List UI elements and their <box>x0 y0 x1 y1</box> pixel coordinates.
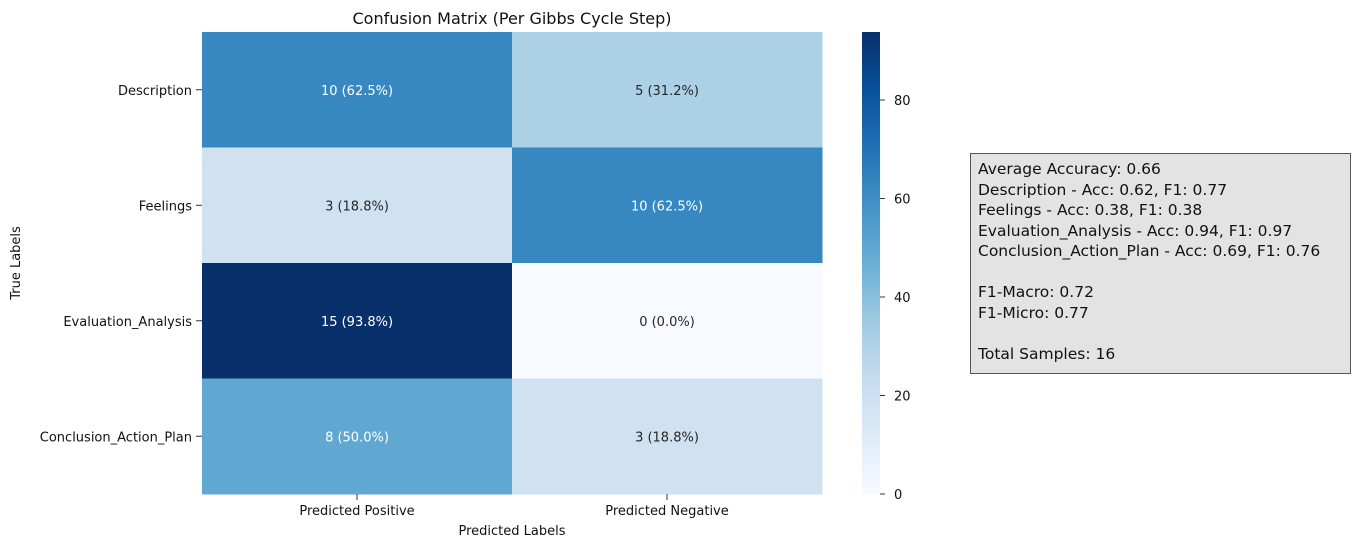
y-tick-label: Description <box>118 84 192 99</box>
colorbar-tick-label: 80 <box>894 94 911 109</box>
spacer <box>978 262 1343 283</box>
heatmap-cell <box>202 263 513 379</box>
cell-annotation: 15 (93.8%) <box>321 315 393 330</box>
heatmap-cell <box>202 147 513 264</box>
spacer <box>978 323 1343 344</box>
heatmap-cell <box>202 378 513 495</box>
total-samples: Total Samples: 16 <box>978 344 1116 363</box>
heatmap-cell <box>512 263 823 379</box>
heatmap-cell <box>512 147 823 264</box>
heatmap-cell <box>202 32 513 148</box>
y-tick-label: Conclusion_Action_Plan <box>40 430 192 445</box>
f1-macro: F1-Macro: 0.72 <box>978 283 1094 301</box>
average-accuracy: Average Accuracy: 0.66 <box>978 160 1161 178</box>
cell-annotation: 0 (0.0%) <box>639 315 695 330</box>
cell-annotation: 5 (31.2%) <box>635 84 699 99</box>
chart-title: Confusion Matrix (Per Gibbs Cycle Step) <box>352 9 671 28</box>
y-tick-labels: Description Feelings Evaluation_Analysis Co… <box>40 84 202 445</box>
colorbar-ticks: 0 20 40 60 80 <box>880 94 911 503</box>
colorbar <box>862 32 880 494</box>
cell-annotation: 3 (18.8%) <box>325 199 389 214</box>
x-tick-label: Predicted Positive <box>299 504 414 519</box>
colorbar-tick-label: 60 <box>894 192 911 207</box>
heatmap-cells: 10 (62.5%) 5 (31.2%) 3 (18.8%) 10 (62.5%) 15… <box>202 32 823 495</box>
class-metric-line: Conclusion_Action_Plan - Acc: 0.69, F1: … <box>978 242 1321 260</box>
colorbar-tick-label: 0 <box>894 488 902 503</box>
class-metric-line: Evaluation_Analysis - Acc: 0.94, F1: 0.9… <box>978 221 1293 240</box>
colorbar-tick-label: 20 <box>894 389 911 404</box>
metrics-summary-box: Average Accuracy: 0.66 Description - Acc… <box>970 153 1351 374</box>
heatmap-cell <box>512 378 823 495</box>
y-axis-label: True Labels <box>9 226 24 301</box>
y-tick-label: Feelings <box>139 199 192 214</box>
cell-annotation: 3 (18.8%) <box>635 430 699 445</box>
cell-annotation: 10 (62.5%) <box>631 199 703 214</box>
class-metric-line: Feelings - Acc: 0.38, F1: 0.38 <box>978 201 1203 219</box>
colorbar-tick-label: 40 <box>894 291 911 306</box>
cell-annotation: 10 (62.5%) <box>321 84 393 99</box>
f1-micro: F1-Micro: 0.77 <box>978 303 1089 322</box>
y-tick-label: Evaluation_Analysis <box>63 315 192 330</box>
cell-annotation: 8 (50.0%) <box>325 430 389 445</box>
class-metric-line: Description - Acc: 0.62, F1: 0.77 <box>978 180 1228 199</box>
x-axis-label: Predicted Labels <box>458 524 565 539</box>
heatmap-cell <box>512 32 823 148</box>
x-tick-labels: Predicted Positive Predicted Negative <box>299 494 729 519</box>
x-tick-label: Predicted Negative <box>605 504 729 519</box>
